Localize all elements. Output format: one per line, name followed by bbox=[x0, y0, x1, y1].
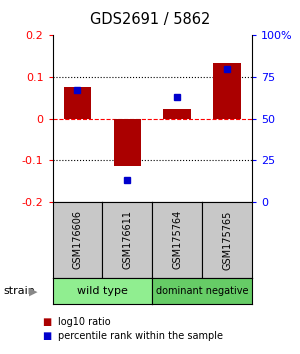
Text: GSM176611: GSM176611 bbox=[122, 210, 132, 269]
Text: strain: strain bbox=[3, 286, 35, 296]
Bar bbox=[213, 63, 241, 119]
Text: dominant negative: dominant negative bbox=[156, 286, 248, 296]
Text: GSM175764: GSM175764 bbox=[172, 210, 182, 269]
Text: GDS2691 / 5862: GDS2691 / 5862 bbox=[90, 12, 210, 27]
Text: GSM176606: GSM176606 bbox=[72, 210, 82, 269]
Bar bbox=[64, 87, 91, 119]
Text: percentile rank within the sample: percentile rank within the sample bbox=[58, 331, 224, 341]
Text: ■: ■ bbox=[42, 331, 51, 341]
Text: log10 ratio: log10 ratio bbox=[58, 317, 111, 327]
Bar bbox=[114, 119, 141, 166]
Text: ▶: ▶ bbox=[28, 286, 37, 296]
Text: GSM175765: GSM175765 bbox=[222, 210, 232, 269]
Text: ■: ■ bbox=[42, 317, 51, 327]
Bar bbox=[164, 109, 191, 119]
Text: wild type: wild type bbox=[77, 286, 128, 296]
